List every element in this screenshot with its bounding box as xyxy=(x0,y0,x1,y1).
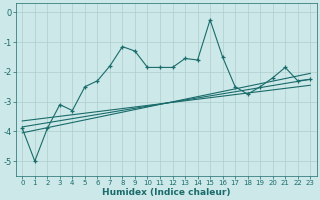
X-axis label: Humidex (Indice chaleur): Humidex (Indice chaleur) xyxy=(102,188,230,197)
